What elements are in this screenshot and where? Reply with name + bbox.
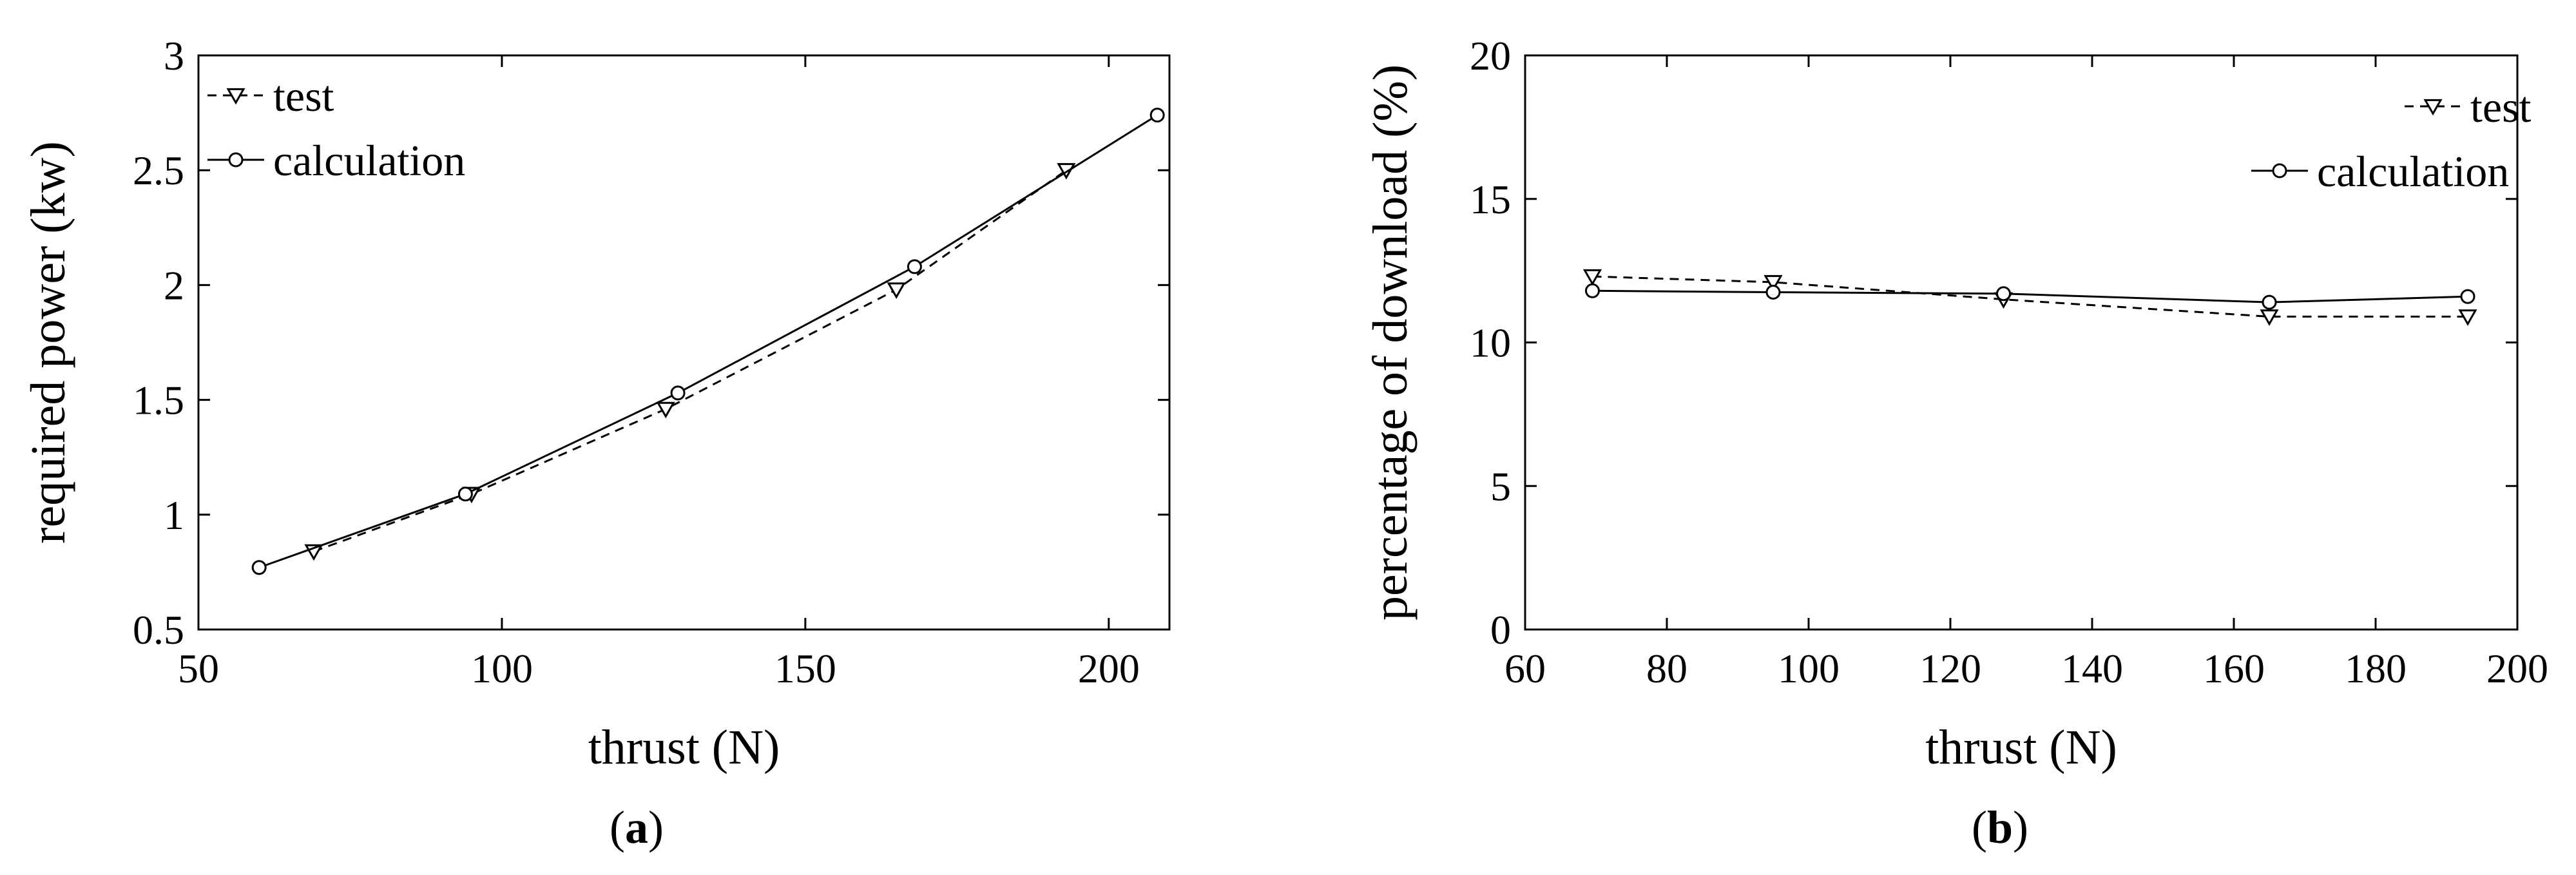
x-tick-label: 100 bbox=[471, 646, 533, 691]
series-calculation bbox=[1585, 283, 2475, 310]
x-tick-label: 200 bbox=[1078, 646, 1140, 691]
data-point bbox=[457, 486, 473, 502]
data-point bbox=[2460, 289, 2475, 304]
panel-label: (a) bbox=[610, 802, 664, 853]
panel-label: (b) bbox=[1972, 802, 2028, 853]
x-tick-label: 140 bbox=[2061, 646, 2123, 691]
y-tick-label: 0 bbox=[1490, 607, 1511, 653]
y-tick-label: 20 bbox=[1470, 33, 1511, 79]
legend-marker bbox=[2423, 99, 2443, 116]
x-tick-label: 60 bbox=[1504, 646, 1546, 691]
series-line bbox=[313, 169, 1067, 553]
y-tick-label: 10 bbox=[1470, 320, 1511, 366]
y-tick-label: 5 bbox=[1490, 463, 1511, 509]
x-tick-label: 100 bbox=[1778, 646, 1840, 691]
data-point bbox=[2458, 309, 2477, 326]
chart-b: 60 80 100 120 140 160 180 200 0 5 10 15 20 thrust (N)… bbox=[1363, 33, 2548, 853]
data-point bbox=[907, 259, 922, 274]
y-tick-label: 3 bbox=[164, 33, 184, 79]
x-tick-label: 150 bbox=[774, 646, 836, 691]
data-point bbox=[251, 560, 267, 575]
data-point bbox=[1996, 286, 2011, 302]
data-point bbox=[2260, 309, 2279, 326]
series-calculation bbox=[251, 108, 1165, 575]
legend: test calculation bbox=[207, 72, 465, 185]
data-point bbox=[1057, 163, 1076, 180]
y-axis-label: percentage of download (%) bbox=[1363, 64, 1418, 620]
legend-marker bbox=[2272, 163, 2287, 178]
x-tick-label: 180 bbox=[2345, 646, 2407, 691]
legend-label: calculation bbox=[2317, 147, 2509, 196]
y-tick-label: 1 bbox=[164, 492, 184, 538]
legend-label: calculation bbox=[273, 136, 465, 185]
y-axis-label: required power (kw) bbox=[21, 141, 75, 544]
data-point bbox=[656, 401, 675, 419]
legend: test calculation bbox=[2251, 82, 2532, 196]
data-point bbox=[670, 385, 686, 401]
data-point bbox=[1585, 283, 1600, 298]
series-line bbox=[1592, 275, 2468, 318]
series-test bbox=[304, 163, 1076, 561]
data-point bbox=[1764, 274, 1783, 292]
plot-frame bbox=[1524, 54, 2519, 631]
y-tick-label: 2 bbox=[164, 262, 184, 308]
y-tick-label: 15 bbox=[1470, 177, 1511, 222]
y-tick-label: 0.5 bbox=[133, 607, 184, 653]
series-test bbox=[1582, 269, 2477, 326]
plot-frame bbox=[197, 54, 1171, 631]
x-tick-label: 160 bbox=[2203, 646, 2265, 691]
legend-marker bbox=[226, 88, 245, 105]
data-point bbox=[887, 282, 906, 299]
x-axis-label: thrust (N) bbox=[588, 720, 780, 774]
x-tick-label: 50 bbox=[178, 646, 219, 691]
x-tick-label: 80 bbox=[1646, 646, 1687, 691]
legend-marker bbox=[228, 152, 244, 168]
y-tick-label: 2.5 bbox=[133, 148, 184, 193]
x-tick-label: 200 bbox=[2486, 646, 2548, 691]
data-point bbox=[2262, 294, 2277, 310]
legend-label: test bbox=[2470, 82, 2532, 131]
data-point bbox=[1582, 269, 1602, 286]
legend-label: test bbox=[273, 72, 334, 120]
data-point bbox=[1149, 108, 1165, 123]
data-point bbox=[1765, 285, 1781, 300]
x-tick-label: 120 bbox=[1919, 646, 1981, 691]
x-axis-label: thrust (N) bbox=[1925, 720, 2117, 774]
chart-a: 50 100 150 200 0.5 1 1.5 2 2.5 3 thrust (N) require… bbox=[21, 33, 1171, 853]
y-tick-label: 1.5 bbox=[133, 378, 184, 423]
